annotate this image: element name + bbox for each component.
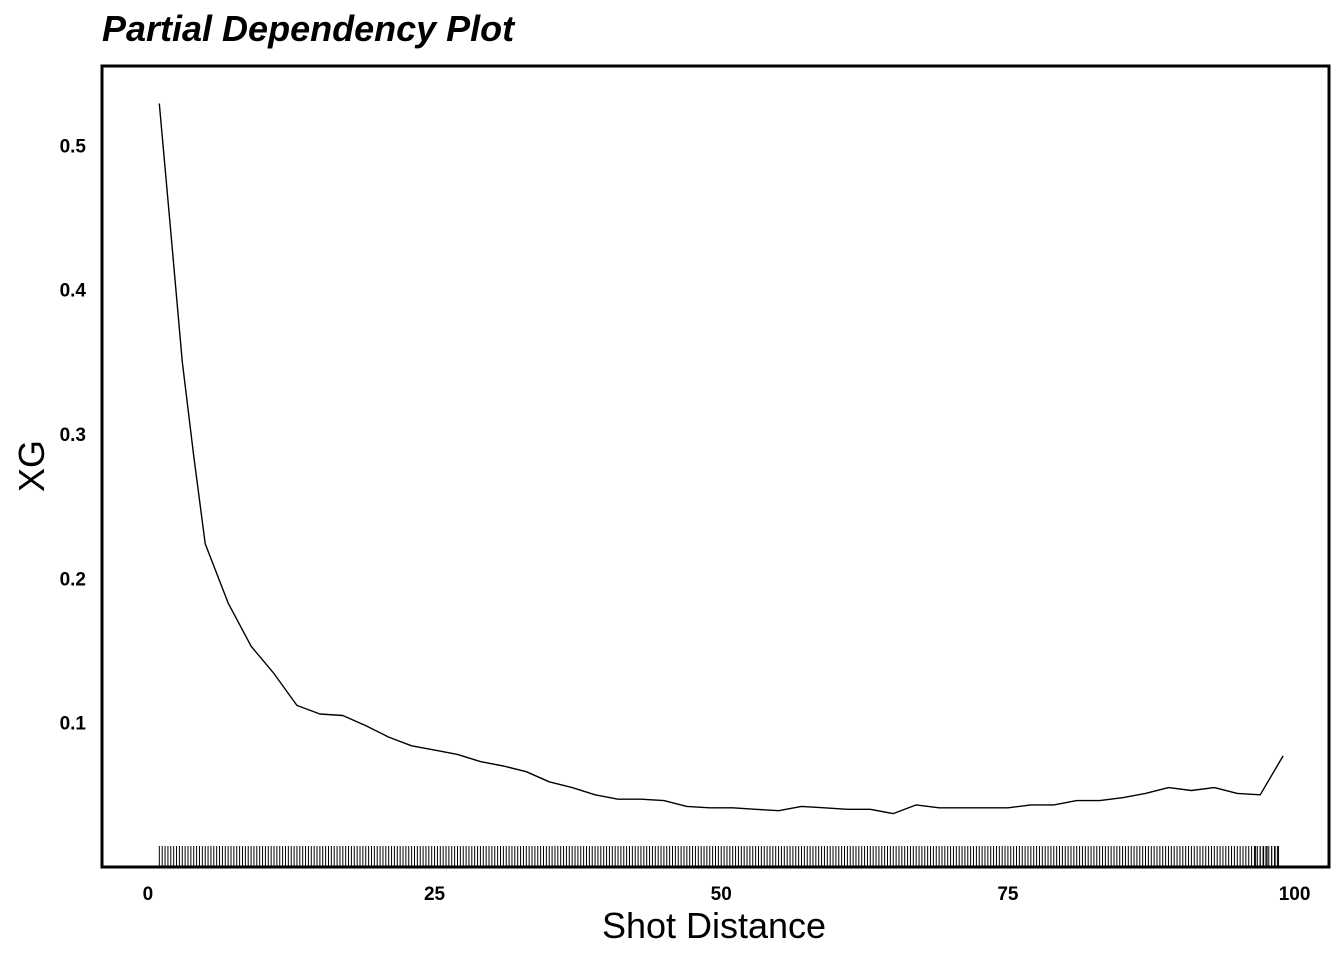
plot-border [100, 64, 1331, 869]
x-tick-label: 25 [424, 884, 446, 905]
x-axis-title: Shot Distance [602, 905, 826, 946]
y-tick-label: 0.3 [60, 425, 86, 446]
x-tick-label: 50 [711, 884, 732, 905]
y-tick-label: 0.1 [60, 714, 87, 735]
rug-marks [158, 846, 1280, 866]
y-tick-label: 0.5 [60, 136, 87, 157]
series-line [158, 103, 1284, 815]
y-tick-label: 0.4 [60, 281, 87, 302]
x-tick-label: 0 [143, 884, 154, 905]
x-axis: 0 25 50 75 100 [143, 884, 1311, 905]
x-tick-label: 100 [1279, 884, 1311, 905]
x-tick-label: 75 [997, 884, 1019, 905]
y-axis: 0.1 0.2 0.3 0.4 0.5 [60, 136, 87, 734]
chart-title: Partial Dependency Plot [102, 8, 515, 49]
y-tick-label: 0.2 [60, 569, 86, 590]
y-axis-title: XG [11, 440, 52, 492]
